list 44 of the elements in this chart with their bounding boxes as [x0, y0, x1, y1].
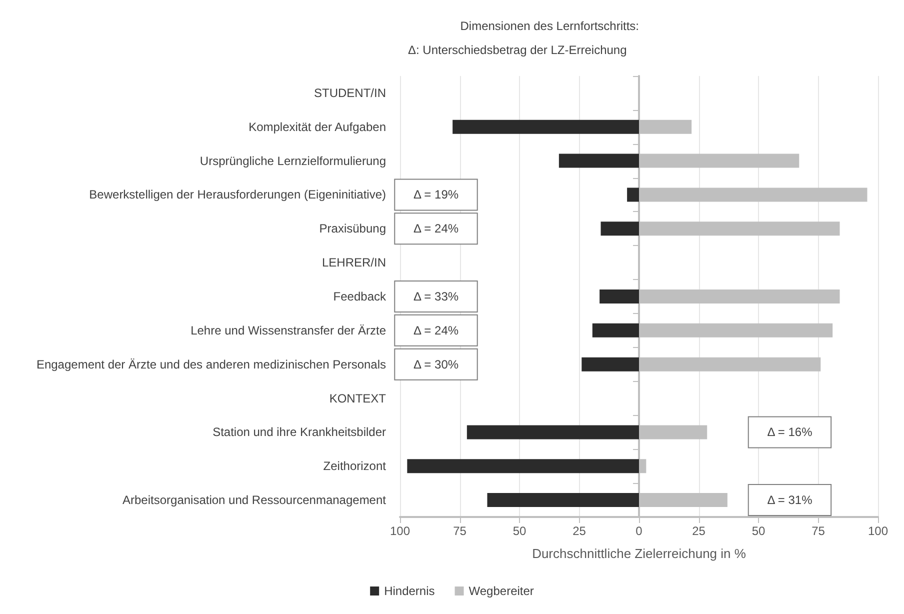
annotation: Δ = 33%: [413, 290, 459, 304]
bar: [466, 425, 639, 440]
x-tick-label: 75: [453, 524, 467, 538]
x-axis-title: Durchschnittliche Zielerreichung in %: [532, 546, 746, 561]
y-tick-label: KONTEXT: [329, 391, 387, 406]
y-tick-label: Arbeitsorganisation und Ressourcenmanagement: [122, 493, 387, 508]
chart-subtitle: Δ: Unterschiedsbetrag der LZ-Erreichung: [408, 43, 627, 57]
x-tick-label: 100: [868, 524, 888, 538]
y-tick-label: Komplexität der Aufgaben: [248, 120, 386, 134]
annotation: Δ = 24%: [413, 323, 459, 338]
y-tick-label: Lehre und Wissenstransfer der Ärzte: [190, 323, 386, 338]
annotation: Δ = 30%: [413, 357, 459, 372]
y-tick-label: Engagement der Ärzte und des anderen medizinischen Personals: [36, 357, 386, 372]
y-tick-label: Zeithorizont: [323, 459, 387, 474]
x-tick-label: 50: [752, 524, 766, 538]
x-tick-label: 25: [572, 524, 586, 538]
legend-label: Hindernis: [384, 584, 435, 598]
annotation: Δ = 31%: [767, 493, 813, 508]
y-tick-label: STUDENT/IN: [314, 86, 386, 100]
bar: [487, 493, 639, 508]
x-tick-label: 25: [692, 524, 706, 538]
bar: [600, 222, 639, 236]
annotation: Δ = 19%: [413, 188, 459, 202]
y-tick-label: Bewerkstelligen der Herausforderungen (Eigeninitiative): [89, 188, 386, 202]
legend-label: Wegbereiter: [468, 584, 534, 598]
y-tick-label: Ursprüngliche Lernzielformulierung: [200, 154, 386, 168]
x-tick-label: 100: [390, 524, 410, 538]
bar: [592, 323, 639, 338]
x-tick-label: 0: [636, 524, 643, 538]
y-tick-label: Station und ihre Krankheitsbilder: [212, 425, 386, 440]
x-tick-label: 50: [512, 524, 526, 538]
annotation: Δ = 16%: [767, 425, 813, 440]
bar: [407, 459, 639, 474]
y-axis-title: Dimensionen des Lernfortschritts:: [460, 19, 639, 33]
bar: [558, 154, 639, 168]
bar: [582, 357, 639, 372]
y-tick-label: Feedback: [333, 290, 387, 304]
bar: [627, 188, 639, 202]
y-tick-label: Praxisübung: [319, 222, 386, 236]
annotation: Δ = 24%: [413, 222, 459, 236]
x-tick-label: 75: [812, 524, 826, 538]
bar: [600, 290, 639, 304]
bar: [452, 120, 639, 134]
y-tick-label: LEHRER/IN: [322, 256, 386, 270]
